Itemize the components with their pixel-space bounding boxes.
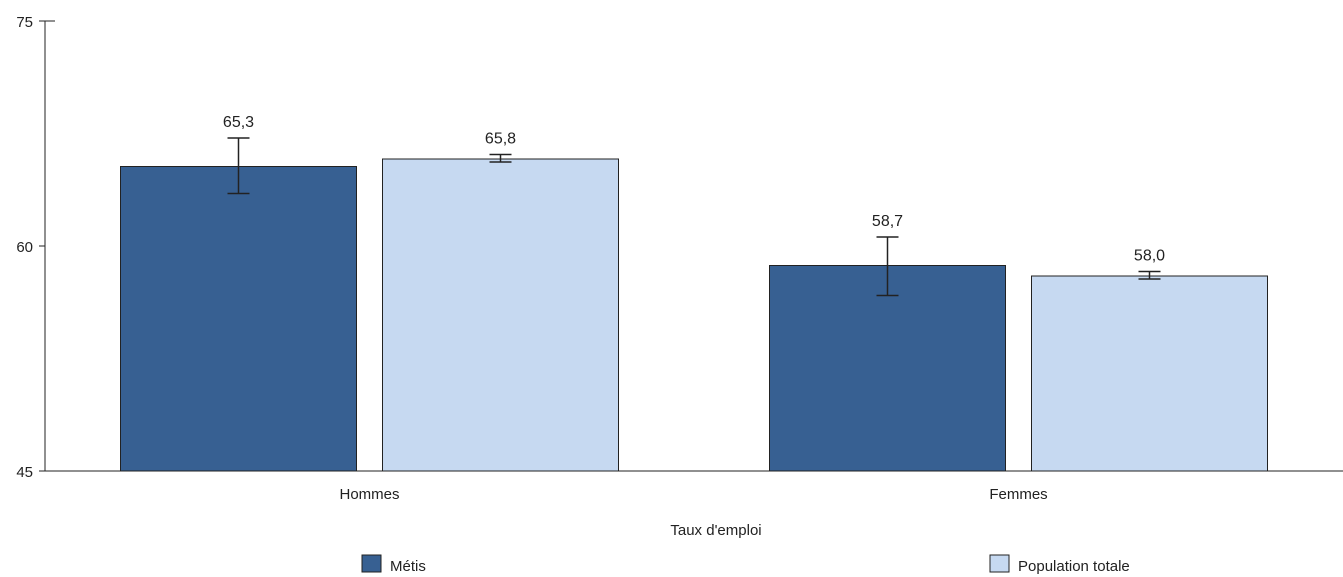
- x-axis-title: Taux d'emploi: [670, 522, 761, 539]
- y-axis-ticks: 45 60 75: [16, 14, 45, 481]
- bar: [1031, 275, 1268, 472]
- legend-label: Métis: [390, 558, 426, 575]
- category-labels: Hommes Femmes: [339, 486, 1047, 503]
- legend-swatch: [361, 554, 382, 573]
- y-tick-label: 60: [16, 239, 33, 256]
- error-bars: [227, 137, 1161, 297]
- data-label: 65,3: [223, 114, 254, 131]
- data-label: 65,8: [485, 131, 516, 148]
- y-tick-label: 45: [16, 464, 33, 481]
- data-labels: 65,3 65,8 58,7 58,0: [223, 114, 1165, 265]
- category-label: Hommes: [339, 486, 399, 503]
- legend-item: Population totale: [989, 554, 1130, 575]
- bar: [120, 166, 357, 472]
- legend-item: Métis: [361, 554, 426, 575]
- category-label: Femmes: [989, 486, 1047, 503]
- bar: [382, 158, 619, 472]
- legend: Métis Population totale: [361, 554, 1130, 575]
- y-tick-label: 75: [16, 14, 33, 31]
- axes: [44, 20, 1343, 472]
- legend-label: Population totale: [1018, 558, 1130, 575]
- bars: [120, 158, 1268, 472]
- legend-swatch: [989, 554, 1010, 573]
- data-label: 58,7: [872, 213, 903, 230]
- data-label: 58,0: [1134, 248, 1165, 265]
- bar: [769, 265, 1006, 472]
